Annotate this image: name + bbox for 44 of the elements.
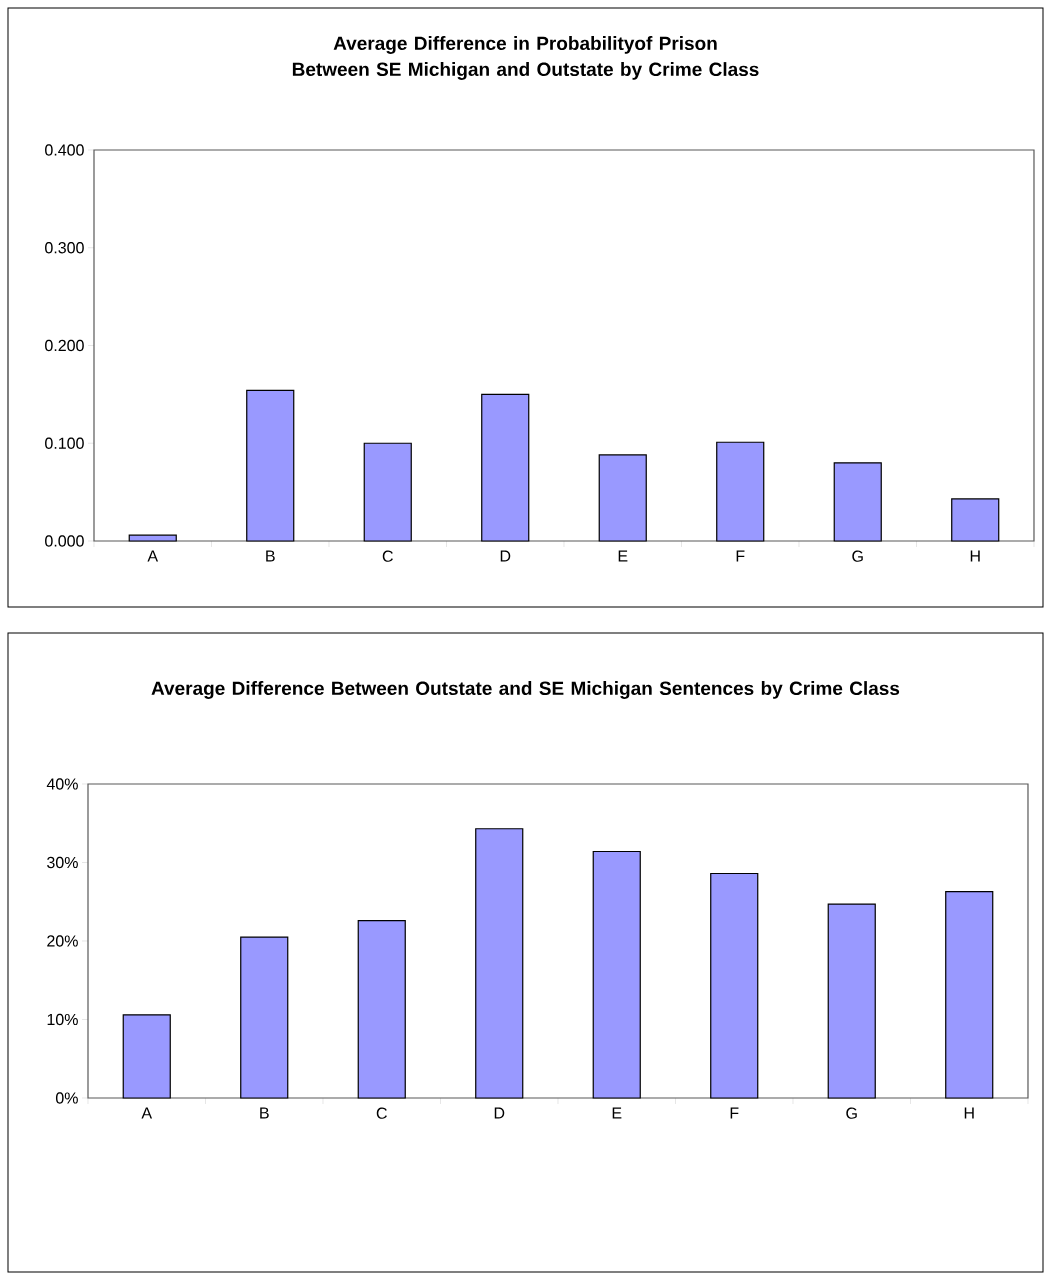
x-tick-label: D — [494, 1107, 505, 1119]
bar — [475, 828, 524, 1099]
y-tick-label: 0.400 — [45, 144, 84, 156]
chart-title: Average Difference Between Outstate and SE Michigan Sentences by Crime Class — [151, 681, 900, 699]
bar — [122, 1014, 171, 1099]
y-tick-label: 20% — [47, 935, 78, 947]
bar — [945, 890, 994, 1099]
chart-title: Average Difference in Probabilityof Prison Between SE Michigan and Outstate by Crime Class — [292, 36, 759, 80]
y-tick-label: 0% — [55, 1092, 78, 1104]
bar — [827, 903, 876, 1099]
bar — [246, 389, 295, 542]
x-tick-label: C — [376, 1107, 387, 1119]
bar — [481, 393, 530, 542]
x-tick-label: E — [618, 550, 628, 562]
x-tick-label: A — [147, 550, 159, 562]
y-tick-label: 0.200 — [45, 339, 84, 352]
bar — [592, 850, 641, 1099]
bar — [710, 872, 759, 1099]
x-tick-label: C — [382, 550, 393, 562]
x-tick-label: G — [846, 1107, 857, 1119]
x-tick-label: H — [964, 1107, 974, 1119]
bar — [716, 441, 765, 542]
y-tick-label: 10% — [47, 1013, 78, 1026]
bar — [833, 462, 882, 542]
y-tick-label: 30% — [47, 856, 78, 869]
bar — [357, 919, 406, 1099]
x-tick-label: A — [141, 1107, 153, 1119]
bar — [240, 936, 289, 1099]
y-tick-label: 0.000 — [45, 535, 84, 547]
x-tick-label: F — [730, 1107, 739, 1119]
y-tick-label: 40% — [46, 778, 78, 790]
y-tick-label: 0.300 — [45, 242, 84, 254]
x-tick-label: G — [852, 550, 863, 562]
x-tick-label: H — [970, 550, 980, 562]
x-tick-label: B — [266, 550, 275, 562]
bar — [128, 534, 177, 542]
y-tick-label: 0.100 — [45, 437, 84, 449]
bar — [598, 454, 647, 542]
x-tick-label: E — [612, 1107, 622, 1119]
x-tick-label: D — [500, 550, 511, 562]
x-tick-label: F — [736, 550, 745, 562]
bar — [363, 442, 412, 542]
x-tick-label: B — [260, 1107, 269, 1119]
bar — [951, 498, 1000, 542]
